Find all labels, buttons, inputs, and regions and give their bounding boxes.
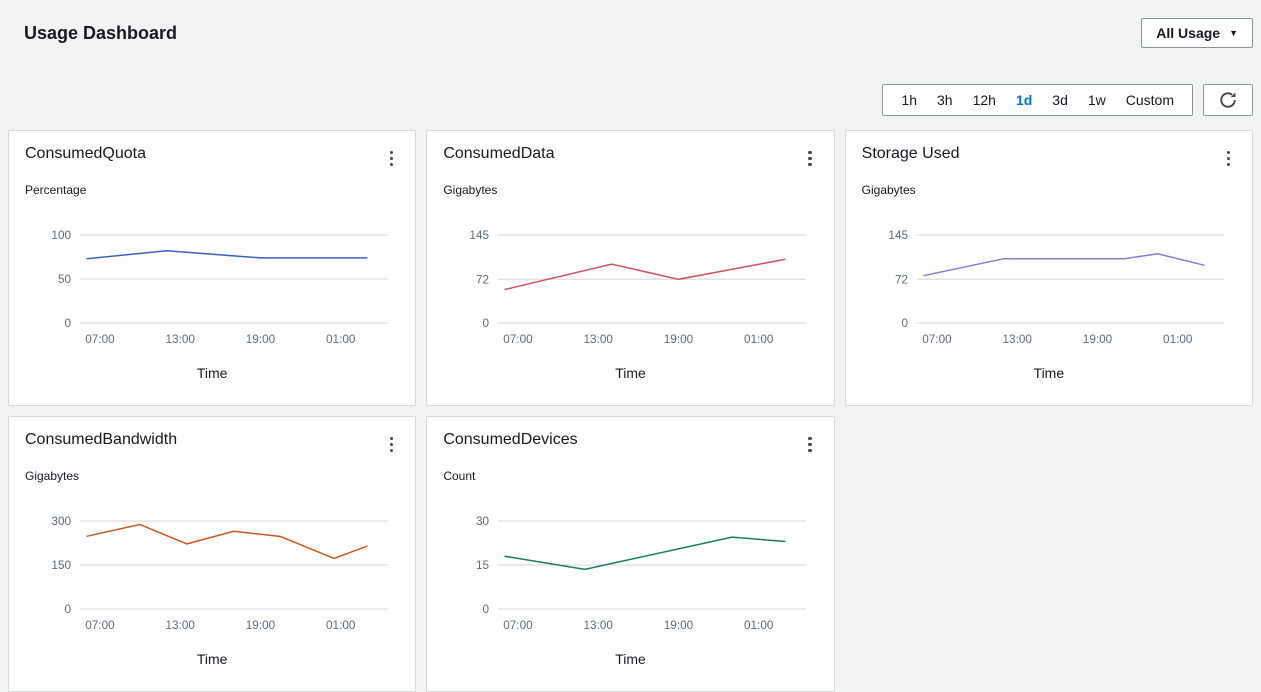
- chart-title: Storage Used: [861, 145, 960, 162]
- svg-text:0: 0: [901, 315, 908, 329]
- chart-card-consumed-data: ConsumedData Gigabytes 0 72 145 07:00 13:00 1…: [426, 130, 835, 406]
- svg-text:72: 72: [476, 272, 489, 286]
- svg-text:100: 100: [51, 227, 71, 241]
- time-range-selector: 1h 3h 12h 1d 3d 1w Custom: [882, 84, 1193, 116]
- svg-text:145: 145: [888, 227, 908, 241]
- x-axis-label: Time: [615, 364, 646, 381]
- svg-text:150: 150: [51, 557, 71, 571]
- x-axis-label: Time: [615, 650, 646, 667]
- y-axis-unit-label: Count: [443, 468, 476, 483]
- chart-card-storage-used: Storage Used Gigabytes 0 72 145 07:00 13:00 1…: [844, 130, 1253, 406]
- chart-card-consumed-bandwidth: ConsumedBandwidth Gigabytes 0 150 300 07:00…: [8, 416, 417, 692]
- svg-text:01:00: 01:00: [744, 331, 774, 345]
- svg-text:0: 0: [65, 315, 72, 329]
- kebab-menu-button[interactable]: [802, 431, 818, 458]
- page-title: Usage Dashboard: [24, 22, 178, 43]
- line-chart[interactable]: 0 50 100 07:00 13:00 19:00 01:00: [25, 221, 399, 351]
- svg-text:01:00: 01:00: [744, 617, 774, 631]
- dashboard-grid: ConsumedQuota Percentage 0 50 100 07:00 13:0…: [0, 128, 1261, 692]
- svg-text:72: 72: [895, 272, 908, 286]
- line-chart[interactable]: 0 72 145 07:00 13:00 19:00 01:00: [443, 221, 817, 351]
- line-chart[interactable]: 0 150 300 07:00 13:00 19:00 01:00: [25, 507, 399, 637]
- time-range-1h[interactable]: 1h: [891, 92, 927, 108]
- svg-text:01:00: 01:00: [326, 331, 356, 345]
- y-axis-unit-label: Gigabytes: [861, 182, 916, 197]
- y-axis-unit-label: Percentage: [25, 182, 87, 197]
- time-range-12h[interactable]: 12h: [963, 92, 1006, 108]
- refresh-icon: [1220, 92, 1236, 108]
- time-range-3d[interactable]: 3d: [1042, 92, 1078, 108]
- all-usage-dropdown[interactable]: All Usage ▼: [1141, 18, 1253, 48]
- svg-text:13:00: 13:00: [1002, 331, 1032, 345]
- chart-title: ConsumedDevices: [443, 431, 578, 448]
- svg-text:13:00: 13:00: [584, 331, 614, 345]
- time-range-1w[interactable]: 1w: [1078, 92, 1116, 108]
- kebab-menu-button[interactable]: [1221, 145, 1237, 172]
- line-chart[interactable]: 0 15 30 07:00 13:00 19:00 01:00: [443, 507, 817, 637]
- kebab-menu-button[interactable]: [384, 145, 400, 172]
- all-usage-dropdown-label: All Usage: [1156, 25, 1221, 41]
- kebab-menu-button[interactable]: [384, 431, 400, 458]
- svg-text:19:00: 19:00: [246, 331, 276, 345]
- x-axis-label: Time: [196, 364, 228, 381]
- svg-text:19:00: 19:00: [246, 617, 276, 631]
- svg-text:145: 145: [470, 227, 490, 241]
- time-range-custom[interactable]: Custom: [1116, 92, 1184, 108]
- svg-text:01:00: 01:00: [326, 617, 356, 631]
- chart-title: ConsumedBandwidth: [25, 431, 178, 448]
- y-axis-unit-label: Gigabytes: [25, 468, 80, 483]
- svg-text:19:00: 19:00: [1082, 331, 1112, 345]
- svg-text:15: 15: [476, 557, 489, 571]
- chart-card-consumed-quota: ConsumedQuota Percentage 0 50 100 07:00 13:0…: [8, 130, 417, 406]
- svg-text:07:00: 07:00: [85, 617, 115, 631]
- y-axis-unit-label: Gigabytes: [443, 182, 498, 197]
- line-chart[interactable]: 0 72 145 07:00 13:00 19:00 01:00: [862, 221, 1236, 351]
- svg-text:19:00: 19:00: [664, 331, 694, 345]
- page-header: Usage Dashboard All Usage ▼: [0, 0, 1261, 48]
- svg-text:13:00: 13:00: [166, 331, 196, 345]
- x-axis-label: Time: [196, 650, 228, 667]
- svg-text:13:00: 13:00: [166, 617, 196, 631]
- svg-text:0: 0: [483, 315, 490, 329]
- svg-text:30: 30: [476, 513, 489, 527]
- svg-text:07:00: 07:00: [504, 617, 534, 631]
- svg-text:13:00: 13:00: [584, 617, 614, 631]
- svg-text:07:00: 07:00: [922, 331, 952, 345]
- svg-text:50: 50: [58, 271, 71, 285]
- chart-card-consumed-devices: ConsumedDevices Count 0 15 30 07:00 13:00 19:…: [426, 416, 835, 692]
- x-axis-label: Time: [1033, 364, 1065, 381]
- chart-title: ConsumedQuota: [25, 145, 146, 162]
- svg-text:01:00: 01:00: [1163, 331, 1193, 345]
- chart-title: ConsumedData: [443, 145, 555, 162]
- svg-text:07:00: 07:00: [85, 331, 115, 345]
- svg-text:07:00: 07:00: [504, 331, 534, 345]
- time-controls-row: 1h 3h 12h 1d 3d 1w Custom: [0, 48, 1261, 128]
- time-range-1d[interactable]: 1d: [1006, 92, 1042, 108]
- kebab-menu-button[interactable]: [802, 145, 818, 172]
- svg-text:19:00: 19:00: [664, 617, 694, 631]
- refresh-button[interactable]: [1203, 84, 1253, 116]
- svg-text:0: 0: [65, 601, 72, 615]
- caret-down-icon: ▼: [1229, 27, 1238, 38]
- svg-text:300: 300: [51, 513, 71, 527]
- svg-text:0: 0: [483, 601, 490, 615]
- time-range-3h[interactable]: 3h: [927, 92, 963, 108]
